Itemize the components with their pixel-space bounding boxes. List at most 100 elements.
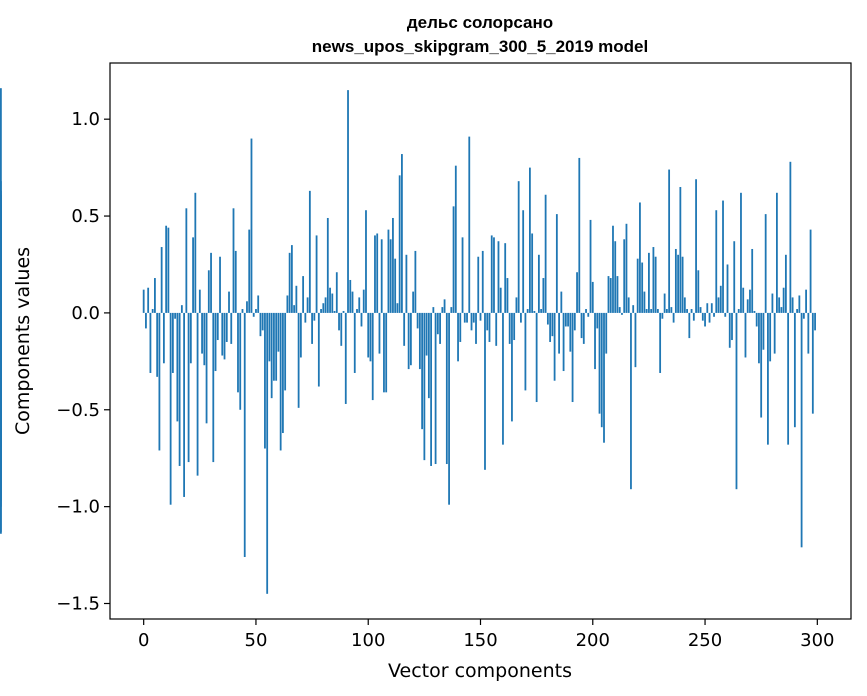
bar-component-175: [535, 312, 538, 403]
bar-component-118: [407, 312, 410, 370]
bar-component-44: [241, 309, 244, 313]
bar-component-221: [639, 202, 641, 313]
bar-component-82: [326, 217, 329, 313]
x-tick-label: 300: [800, 630, 834, 651]
bar-component-13: [171, 312, 174, 373]
bar-component-109: [387, 229, 390, 313]
bar-component-12: [169, 312, 172, 505]
bar-component-180: [546, 312, 549, 325]
bar-component-194: [578, 157, 581, 313]
bar-component-264: [735, 312, 738, 490]
bar-component-99: [365, 210, 367, 313]
bar-component-271: [751, 248, 754, 313]
bar-component-275: [760, 312, 763, 418]
bar-component-247: [697, 270, 700, 313]
bar-component-105: [378, 312, 381, 354]
bar-component-151: [481, 250, 484, 313]
bar-component-174: [533, 310, 536, 313]
bar-component-141: [459, 312, 462, 342]
bar-component-135: [445, 312, 448, 465]
x-tick-label: 0: [138, 630, 149, 651]
bar-component-138: [452, 206, 455, 313]
bar-component-186: [560, 291, 563, 313]
bar-component-160: [502, 312, 504, 445]
bar-component-96: [358, 297, 361, 313]
bar-component-88: [340, 312, 343, 346]
bar-component-10: [165, 225, 168, 313]
bar-component-31: [212, 312, 215, 463]
bar-component-11: [167, 227, 170, 313]
bar-component-170: [524, 312, 527, 391]
bar-component-125: [423, 312, 426, 461]
bar-component-104: [376, 233, 379, 313]
bar-component-173: [531, 233, 534, 313]
bar-component-83: [329, 287, 331, 313]
bar-component-236: [672, 312, 675, 323]
chart-title-line-1: дельс солорсано: [407, 13, 553, 32]
bar-component-152: [484, 312, 486, 470]
bar-component-289: [791, 297, 794, 313]
bar-component-155: [490, 235, 493, 313]
bar-component-243: [688, 312, 691, 339]
bar-component-74: [308, 190, 311, 313]
bar-component-32: [214, 312, 217, 372]
bar-component-22: [192, 237, 194, 313]
bar-component-215: [625, 223, 628, 313]
bar-component-207: [607, 276, 610, 313]
bar-component-69: [297, 312, 300, 408]
bar-component-18: [183, 312, 185, 497]
bar-component-33: [216, 312, 219, 341]
bar-component-56: [268, 312, 271, 362]
bar-component-248: [699, 307, 702, 313]
bar-component-158: [497, 241, 500, 313]
bar-component-220: [636, 258, 639, 313]
bar-component-149: [477, 256, 480, 313]
bar-component-246: [695, 179, 697, 313]
bar-component-229: [656, 309, 659, 313]
bar-component-108: [385, 312, 388, 393]
bar-component-253: [710, 303, 713, 313]
bar-component-239: [679, 186, 682, 313]
bar-component-undefined: [0, 237, 2, 313]
bar-component-66: [290, 245, 293, 313]
bar-component-29: [207, 270, 210, 313]
bar-component-117: [405, 254, 408, 313]
bar-component-146: [470, 312, 473, 331]
bar-component-250: [704, 312, 706, 327]
bar-component-102: [371, 312, 374, 401]
bar-component-167: [517, 181, 520, 313]
bar-component-93: [351, 291, 354, 313]
bar-component-205: [603, 312, 605, 443]
bar-component-270: [749, 289, 751, 313]
bar-component-218: [632, 305, 635, 313]
bar-component-171: [526, 309, 529, 313]
bar-component-136: [448, 312, 450, 505]
bar-component-39: [230, 312, 233, 344]
bar-component-40: [232, 208, 235, 313]
x-tick-label: 150: [463, 630, 497, 651]
bar-component-113: [396, 303, 399, 313]
bar-component-79: [320, 309, 322, 313]
bar-component-267: [742, 287, 745, 313]
y-tick-label: −1.5: [56, 594, 100, 615]
bar-component-24: [196, 312, 199, 476]
bar-component-103: [374, 235, 376, 313]
bar-component-undefined: [0, 312, 2, 447]
bar-component-16: [178, 312, 181, 466]
bar-component-251: [706, 303, 709, 313]
bar-component-64: [286, 295, 289, 313]
bar-component-100: [367, 312, 370, 358]
bar-component-235: [670, 307, 673, 313]
bar-component-165: [513, 312, 516, 341]
bar-component-240: [681, 256, 684, 313]
bar-component-119: [409, 312, 412, 366]
bar-component-192: [573, 312, 576, 331]
bar-component-216: [627, 297, 630, 313]
bar-component-288: [789, 161, 792, 313]
bar-component-58: [273, 312, 275, 381]
bar-component-35: [221, 312, 224, 356]
bar-component-223: [643, 291, 646, 313]
bar-component-296: [807, 312, 810, 354]
bar-component-176: [537, 254, 540, 313]
